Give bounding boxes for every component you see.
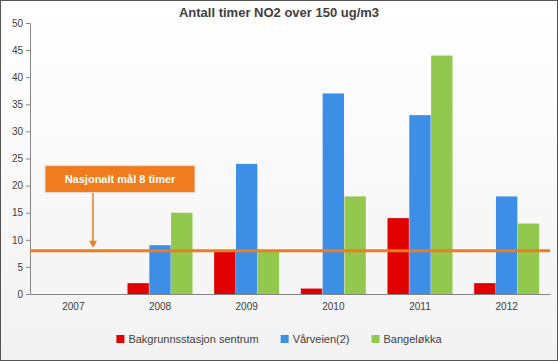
y-tick-label: 5	[17, 262, 23, 273]
y-tick-mark	[26, 267, 30, 268]
bar	[236, 164, 257, 294]
x-tick: 2012	[496, 294, 519, 312]
y-tick-mark	[26, 240, 30, 241]
plot: 0 5 10 15 20 25 30 35 40 45 50 2007 2008 2009 2010 2011…	[12, 18, 551, 312]
y-tick-mark	[26, 213, 30, 214]
bar	[171, 213, 192, 294]
y-tick: 20	[12, 180, 30, 191]
bar	[344, 196, 365, 294]
legend-label: Bangeløkka	[384, 333, 443, 345]
y-tick-mark	[26, 186, 30, 187]
y-tick-mark	[26, 159, 30, 160]
y-tick-label: 15	[12, 207, 24, 218]
y-tick: 15	[12, 207, 30, 218]
annotation-arrow	[92, 193, 94, 243]
y-tick: 35	[12, 99, 30, 110]
y-tick-label: 20	[12, 180, 24, 191]
y-tick: 5	[17, 262, 30, 273]
bar	[496, 196, 517, 294]
legend: Bakgrunnsstasjon sentrum Vårveien(2) Bange…	[116, 333, 442, 345]
y-tick: 45	[12, 45, 30, 56]
y-tick-label: 30	[12, 126, 24, 137]
legend-item: Bakgrunnsstasjon sentrum	[116, 333, 258, 345]
legend-label: Vårveien(2)	[293, 333, 350, 345]
bar	[214, 251, 235, 294]
x-tick-label: 2009	[236, 301, 259, 312]
series	[149, 93, 517, 294]
legend-swatch	[372, 335, 380, 343]
title: Antall timer NO2 over 150 ug/m3	[179, 5, 379, 20]
bar	[388, 218, 409, 294]
y-tick: 25	[12, 153, 30, 164]
x-tick: 2011	[409, 294, 431, 312]
chart-frame	[1, 1, 558, 361]
series	[171, 56, 539, 294]
y-axis: 0 5 10 15 20 25 30 35 40 45 50	[12, 18, 31, 300]
y-tick-label: 35	[12, 99, 24, 110]
y-tick-label: 50	[12, 18, 24, 29]
bar	[518, 224, 539, 294]
y-tick-label: 25	[12, 153, 24, 164]
bar	[149, 245, 170, 294]
marks	[30, 56, 550, 294]
bar	[431, 56, 452, 294]
y-tick-mark	[26, 50, 30, 51]
annotation-label: Nasjonalt mål 8 timer	[65, 173, 176, 185]
y-tick-mark	[26, 77, 30, 78]
x-tick: 2010	[322, 294, 345, 312]
x-tick-label: 2012	[496, 301, 519, 312]
x-tick: 2008	[149, 294, 172, 312]
y-tick-label: 0	[17, 289, 23, 300]
y-tick-label: 40	[12, 72, 24, 83]
chart: Antall timer NO2 over 150 ug/m3 0 5 10 15 20 2…	[0, 0, 558, 361]
legend-item: Bangeløkka	[372, 333, 443, 345]
reference-line	[30, 249, 550, 252]
legend-swatch	[116, 335, 124, 343]
x-tick: 2009	[236, 294, 259, 312]
y-tick: 30	[12, 126, 30, 137]
bar	[323, 93, 344, 294]
legend-item: Vårveien(2)	[281, 333, 350, 345]
y-tick-mark	[26, 294, 30, 295]
y-tick-mark	[26, 104, 30, 105]
x-tick-label: 2008	[149, 301, 172, 312]
x-axis: 2007 2008 2009 2010 2011 2012	[31, 294, 551, 312]
bar	[301, 289, 322, 294]
x-tick: 2007	[62, 294, 85, 312]
y-tick: 40	[12, 72, 30, 83]
bar	[409, 115, 430, 294]
legend-swatch	[281, 335, 289, 343]
y-tick: 10	[12, 235, 30, 246]
bar	[258, 251, 279, 294]
y-tick-mark	[26, 131, 30, 132]
x-tick-label: 2010	[322, 301, 345, 312]
y-tick-label: 45	[12, 45, 24, 56]
annotation: Nasjonalt mål 8 timer	[45, 166, 195, 248]
legend-label: Bakgrunnsstasjon sentrum	[128, 333, 258, 345]
x-tick-label: 2011	[409, 301, 431, 312]
y-tick: 0	[17, 289, 30, 300]
annotation-arrowhead	[89, 241, 97, 248]
y-axis-line	[26, 24, 31, 295]
x-axis-line	[31, 294, 551, 295]
bar	[474, 283, 495, 294]
annotation-box	[45, 166, 195, 193]
x-tick-label: 2007	[62, 301, 85, 312]
bar	[128, 283, 149, 294]
y-tick-mark	[26, 23, 30, 24]
y-tick-label: 10	[12, 235, 24, 246]
y-tick: 50	[12, 18, 30, 29]
